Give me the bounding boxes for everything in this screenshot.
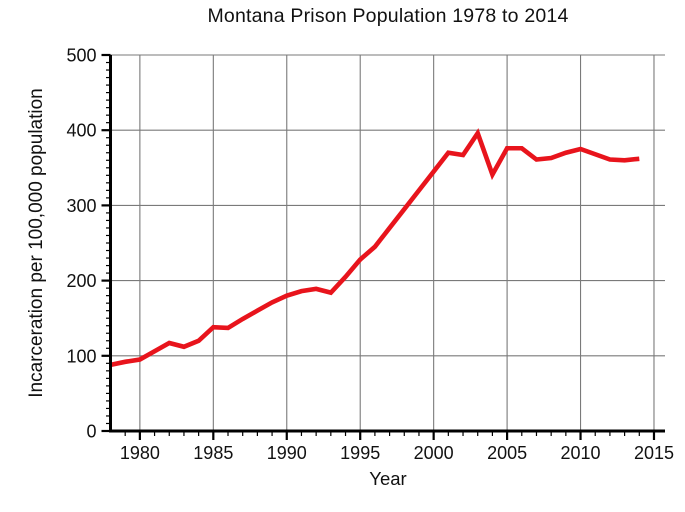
- x-tick-label: 1995: [340, 443, 380, 463]
- y-tick-label: 200: [66, 271, 96, 291]
- x-tick-label: 1985: [193, 443, 233, 463]
- x-tick-label: 2005: [487, 443, 527, 463]
- x-tick-label: 2000: [414, 443, 454, 463]
- y-tick-label: 0: [86, 422, 96, 442]
- y-tick-label: 100: [66, 346, 96, 366]
- y-tick-label: 500: [66, 46, 96, 66]
- y-tick-label: 400: [66, 121, 96, 141]
- y-axis-title: Incarceration per 100,000 population: [26, 88, 47, 398]
- incarceration-rate-line: [110, 128, 640, 368]
- x-tick-label: 1980: [120, 443, 160, 463]
- y-tick-label: 300: [66, 196, 96, 216]
- x-tick-label: 2010: [561, 443, 601, 463]
- x-axis-title: Year: [369, 468, 407, 489]
- x-tick-label: 2015: [634, 443, 674, 463]
- chart-title: Montana Prison Population 1978 to 2014: [207, 5, 569, 27]
- x-tick-label: 1990: [267, 443, 307, 463]
